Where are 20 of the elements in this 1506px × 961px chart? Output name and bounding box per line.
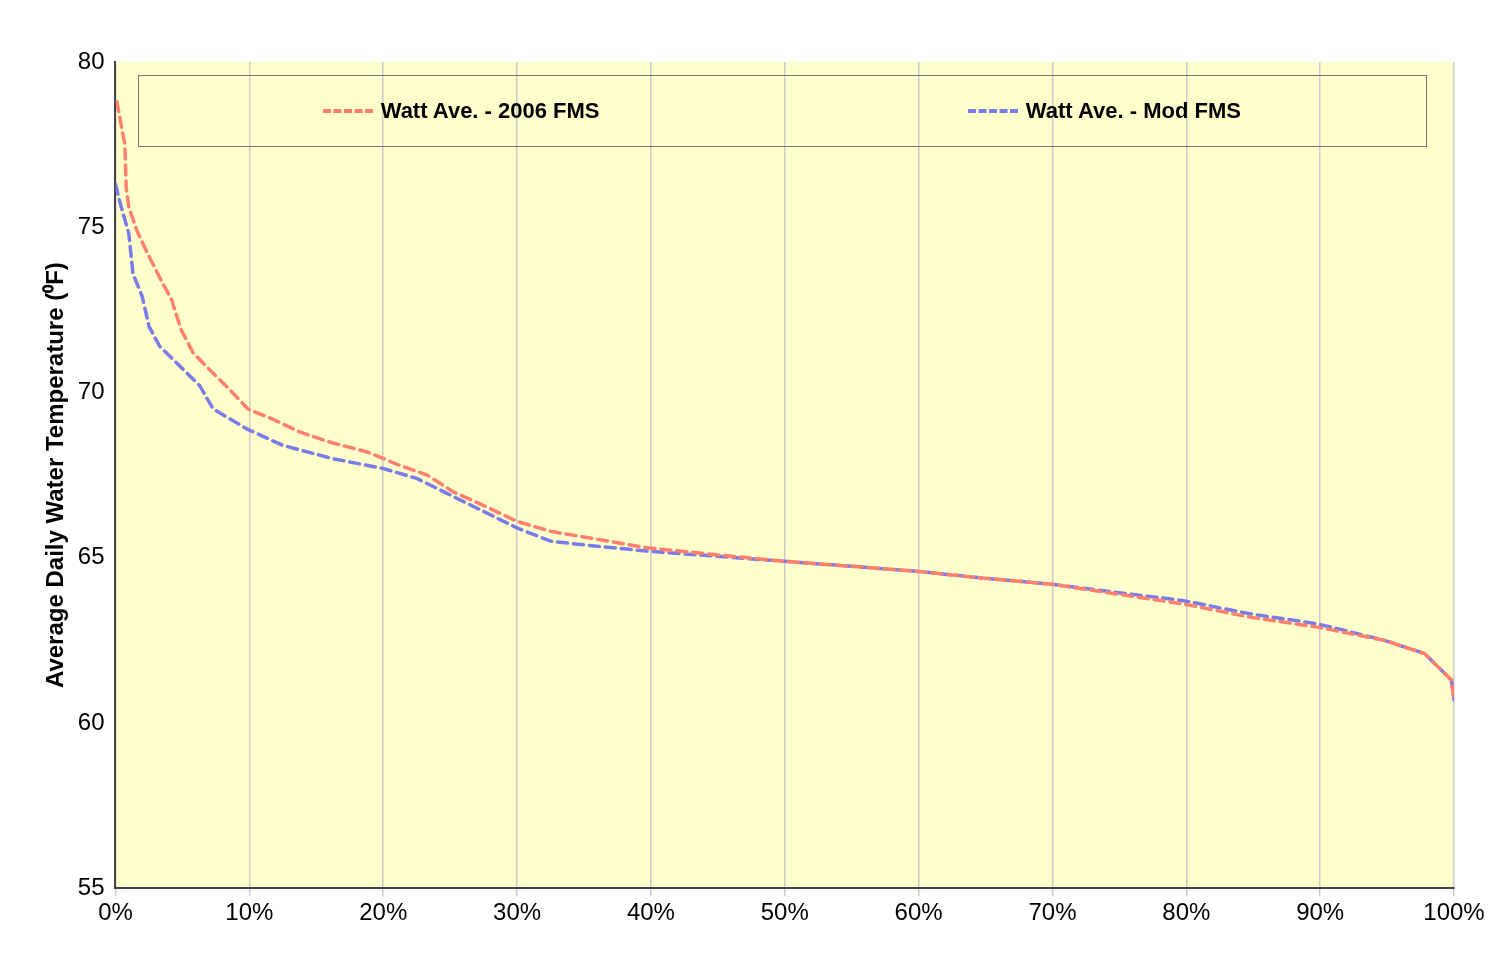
y-tick-label: 55 xyxy=(77,872,105,900)
x-tick-label: 80% xyxy=(1162,898,1211,926)
y-tick-label: 65 xyxy=(77,542,105,570)
y-tick-label: 60 xyxy=(77,707,105,735)
x-tick-label: 50% xyxy=(760,898,809,926)
legend-label: Watt Ave. - Mod FMS xyxy=(1025,98,1241,124)
x-tick-label: 20% xyxy=(359,898,408,926)
x-tick-label: 100% xyxy=(1423,898,1485,926)
x-tick-label: 60% xyxy=(894,898,943,926)
x-tick-label: 10% xyxy=(225,898,274,926)
legend-label: Watt Ave. - 2006 FMS xyxy=(380,98,600,124)
x-tick-label: 0% xyxy=(98,898,133,926)
y-tick-label: 75 xyxy=(77,211,105,239)
y-tick-label: 70 xyxy=(77,377,105,405)
x-tick-label: 40% xyxy=(626,898,675,926)
x-tick-label: 90% xyxy=(1296,898,1345,926)
x-tick-label: 70% xyxy=(1028,898,1077,926)
x-tick-label: 30% xyxy=(493,898,542,926)
y-tick-label: 80 xyxy=(77,46,105,74)
y-axis-title: Average Daily Water Temperature (⁰F) xyxy=(41,262,69,689)
